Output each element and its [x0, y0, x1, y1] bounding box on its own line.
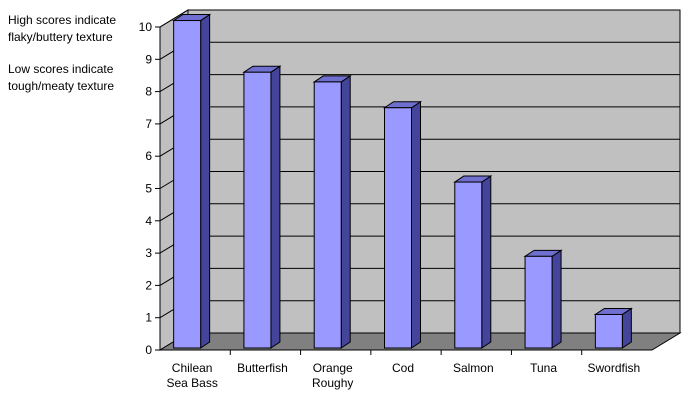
bar-side: [270, 65, 281, 349]
y-tick-label: 6: [145, 149, 152, 163]
bar: [313, 81, 342, 349]
bar: [524, 255, 553, 349]
annotation-high-line2: flaky/buttery texture: [8, 30, 113, 44]
bar-side: [340, 74, 351, 349]
y-tick-label: 0: [145, 343, 152, 357]
bar: [454, 181, 483, 349]
bar: [594, 313, 623, 349]
x-tick-label: Orange: [313, 361, 353, 375]
x-tick-label: Cod: [392, 361, 414, 375]
bar-side: [481, 175, 492, 349]
x-tick-label: Tuna: [530, 361, 557, 375]
bar-side: [551, 249, 562, 349]
x-tick-label: Chilean: [172, 361, 213, 375]
chart-annotation: High scores indicate flaky/buttery textu…: [8, 12, 148, 95]
bar-side: [621, 307, 632, 349]
x-tick-label: Sea Bass: [166, 376, 217, 390]
bar: [173, 20, 202, 349]
bar: [243, 71, 272, 349]
bar-side: [200, 13, 211, 349]
gridline: [159, 9, 680, 28]
y-tick-label: 8: [145, 85, 152, 99]
y-tick-label: 7: [145, 117, 152, 131]
y-tick-label: 9: [145, 52, 152, 66]
bar-side: [411, 100, 421, 349]
x-tick-label: Butterfish: [237, 361, 288, 375]
x-tick-label: Roughy: [312, 376, 353, 390]
y-tick-label: 2: [145, 278, 152, 292]
x-tick-label: Swordfish: [588, 361, 641, 375]
y-tick-label: 10: [139, 20, 153, 34]
y-tick-label: 4: [145, 214, 152, 228]
y-tick-label: 3: [145, 246, 152, 260]
annotation-low-line2: tough/meaty texture: [8, 79, 115, 93]
y-tick-label: 5: [145, 182, 152, 196]
annotation-low-line1: Low scores indicate: [8, 62, 114, 76]
bar: [384, 107, 412, 349]
x-tick-label: Salmon: [453, 361, 494, 375]
annotation-high-line1: High scores indicate: [8, 13, 117, 27]
y-tick-label: 1: [145, 311, 152, 325]
